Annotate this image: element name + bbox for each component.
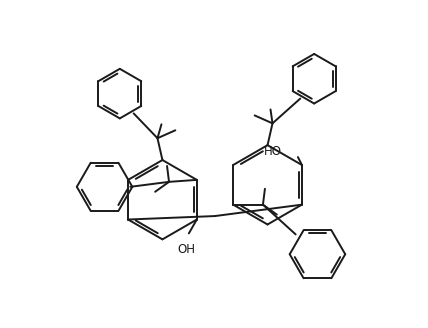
Text: HO: HO	[264, 145, 282, 158]
Text: OH: OH	[178, 243, 196, 256]
